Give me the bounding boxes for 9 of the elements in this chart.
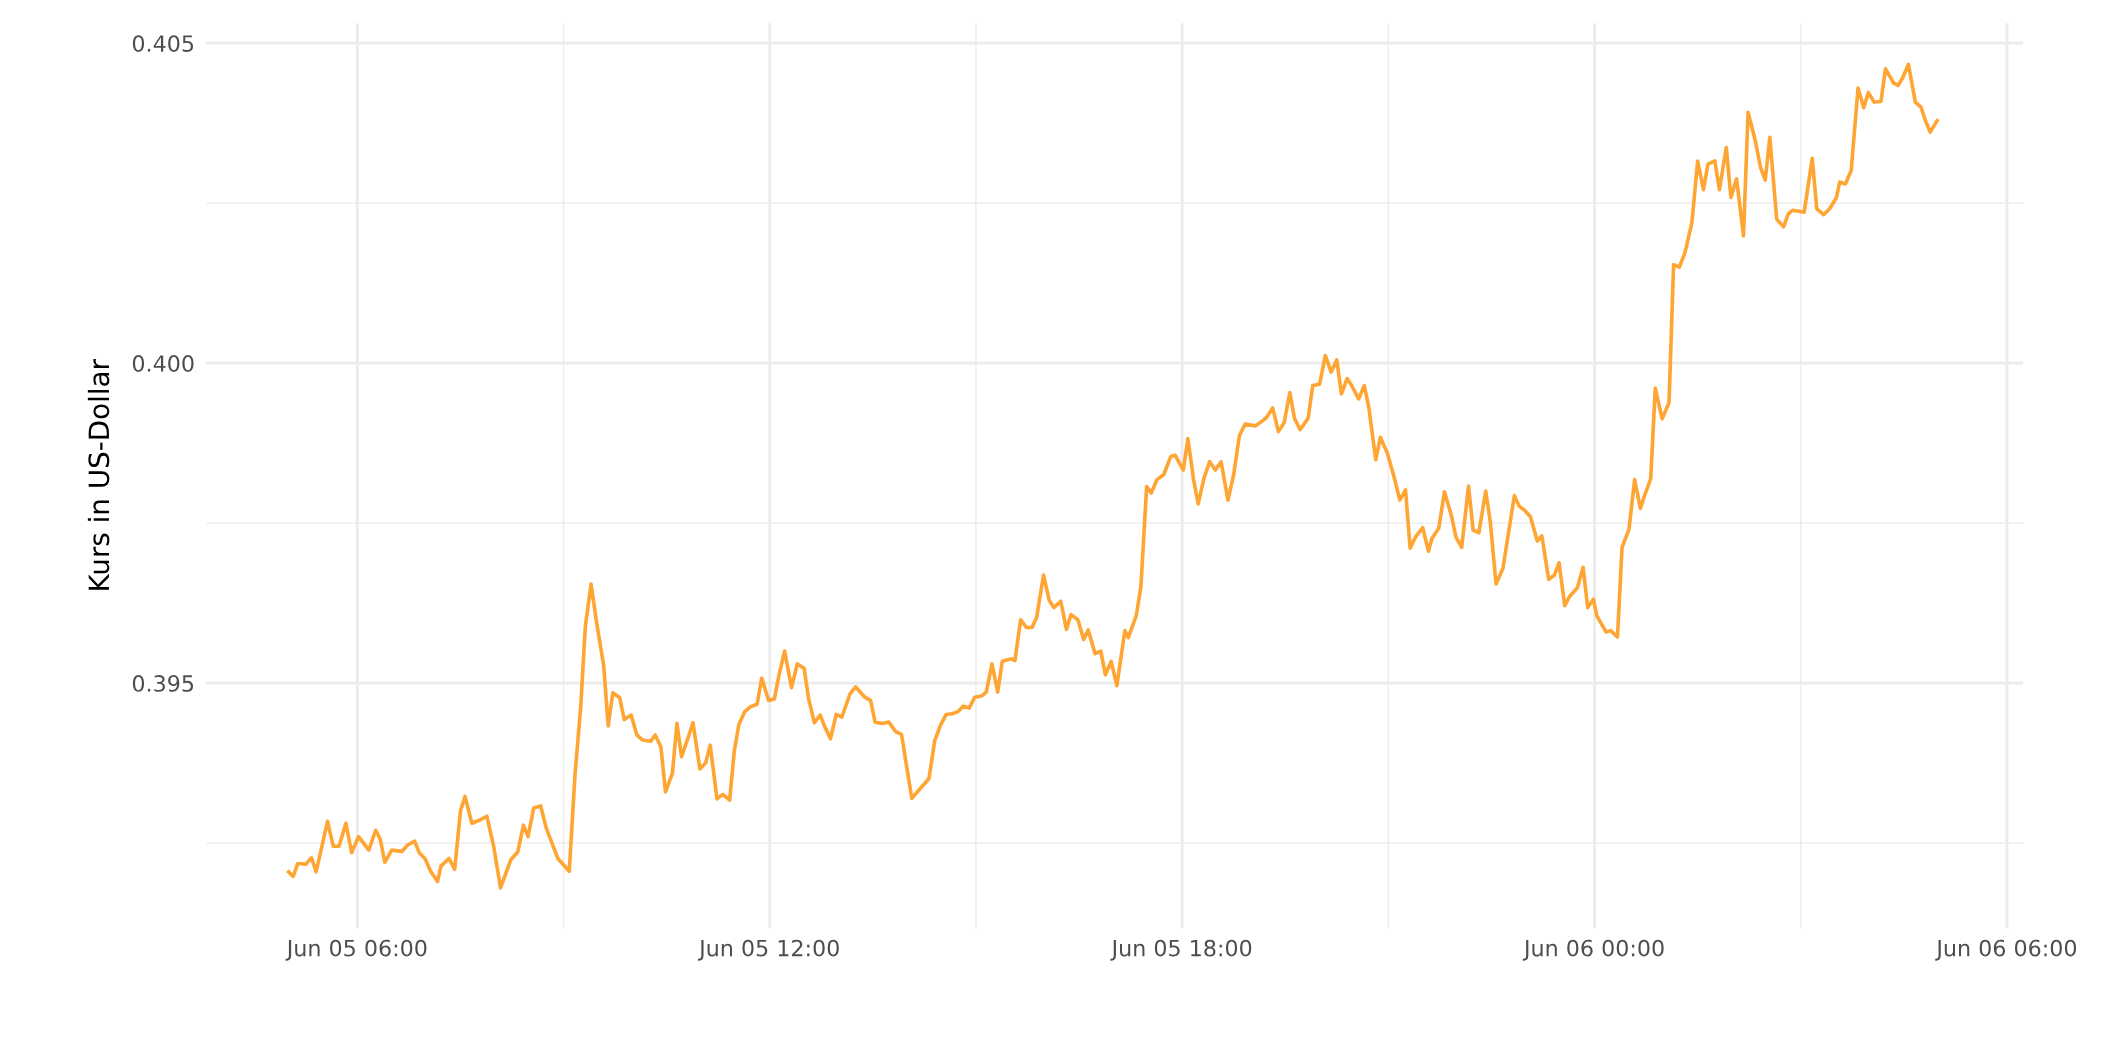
y-tick-label: 0.395 <box>132 675 194 692</box>
x-tick-label: Jun 05 12:00 <box>698 939 839 961</box>
y-tick-label: 0.405 <box>132 35 194 52</box>
x-tick-label: Jun 05 06:00 <box>285 939 427 961</box>
x-tick-label: Jun 06 00:00 <box>1522 939 1664 961</box>
x-tick-label: Jun 05 18:00 <box>1110 939 1252 961</box>
y-axis-title: Kurs in US-Dollar <box>87 358 110 590</box>
y-tick-label: 0.400 <box>132 355 194 372</box>
x-tick-label: Jun 06 06:00 <box>1935 939 2077 961</box>
